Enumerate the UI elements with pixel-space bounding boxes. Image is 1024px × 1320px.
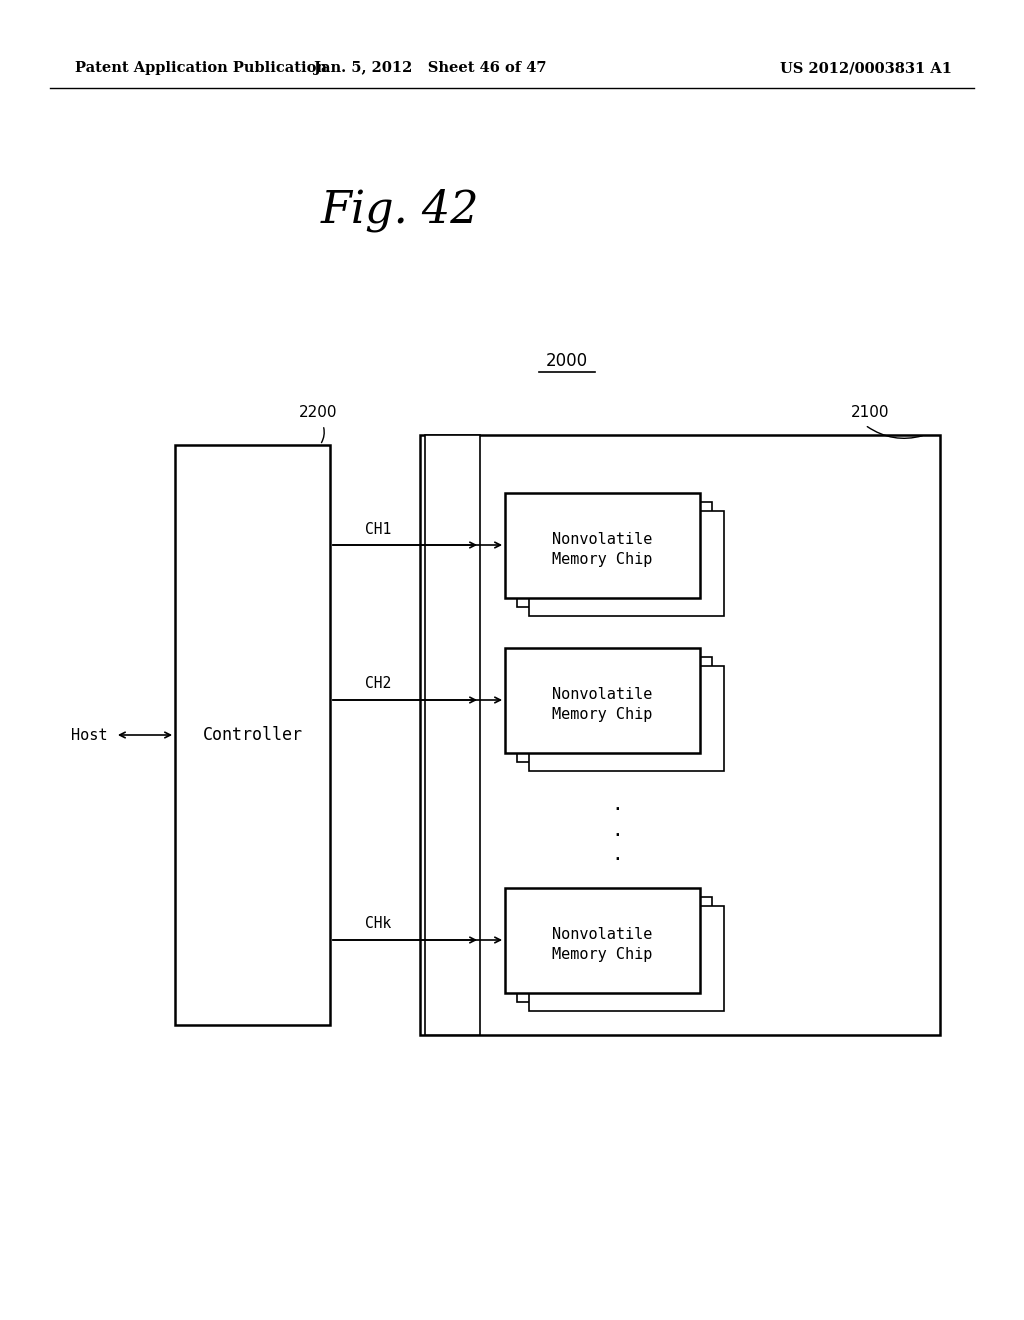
Bar <box>517 657 712 762</box>
Text: Jan. 5, 2012   Sheet 46 of 47: Jan. 5, 2012 Sheet 46 of 47 <box>313 61 546 75</box>
Text: Nonvolatile: Nonvolatile <box>552 686 652 702</box>
Text: Fig. 42: Fig. 42 <box>321 189 479 232</box>
Bar <box>505 492 700 598</box>
Text: US 2012/0003831 A1: US 2012/0003831 A1 <box>780 61 952 75</box>
Text: Nonvolatile: Nonvolatile <box>552 927 652 942</box>
Bar <box>529 667 724 771</box>
Text: CH1: CH1 <box>365 521 391 536</box>
Text: Patent Application Publication: Patent Application Publication <box>75 61 327 75</box>
Text: Memory Chip: Memory Chip <box>552 708 652 722</box>
Text: CHk: CHk <box>365 916 391 932</box>
Text: Host: Host <box>72 727 108 742</box>
Text: .: . <box>611 796 624 814</box>
Bar <box>529 906 724 1011</box>
Bar <box>505 888 700 993</box>
Bar <box>529 511 724 616</box>
Text: 2100: 2100 <box>851 405 889 420</box>
Text: 2200: 2200 <box>299 405 337 420</box>
Bar <box>517 898 712 1002</box>
Bar <box>505 648 700 752</box>
Bar <box>175 445 330 1026</box>
Text: CH2: CH2 <box>365 676 391 692</box>
Bar <box>425 436 480 1035</box>
Text: Memory Chip: Memory Chip <box>552 946 652 962</box>
Text: Controller: Controller <box>203 726 302 744</box>
Bar <box>420 436 940 1035</box>
Text: Nonvolatile: Nonvolatile <box>552 532 652 546</box>
Bar <box>517 502 712 607</box>
Text: .: . <box>611 846 624 865</box>
Text: 2000: 2000 <box>546 352 588 370</box>
Text: .: . <box>611 821 624 840</box>
Text: Memory Chip: Memory Chip <box>552 552 652 568</box>
